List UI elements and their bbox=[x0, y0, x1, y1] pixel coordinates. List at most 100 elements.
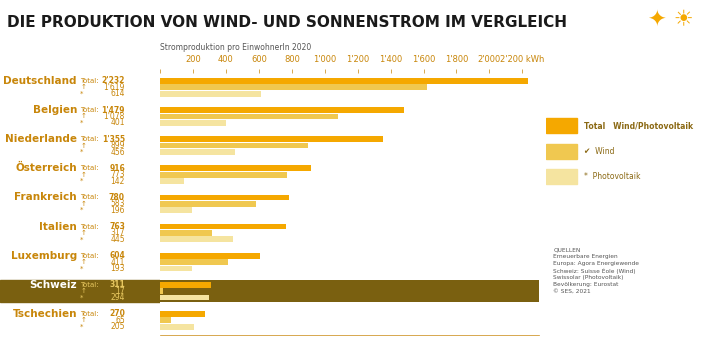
Text: Total:: Total: bbox=[80, 282, 99, 288]
Text: Total:: Total: bbox=[80, 107, 99, 113]
Text: 401: 401 bbox=[111, 118, 125, 127]
Text: Total:: Total: bbox=[80, 136, 99, 142]
Text: 205: 205 bbox=[111, 322, 125, 331]
Text: *: * bbox=[80, 149, 84, 155]
Bar bbox=[160, 136, 383, 142]
Bar bbox=[160, 120, 226, 126]
Text: Total:: Total: bbox=[80, 165, 99, 171]
Text: *  Photovoltaik: * Photovoltaik bbox=[585, 172, 641, 181]
Bar bbox=[160, 178, 183, 184]
Bar bbox=[160, 143, 308, 149]
Text: Italien: Italien bbox=[39, 222, 77, 232]
Bar bbox=[160, 201, 256, 207]
Bar bbox=[160, 230, 213, 236]
Text: Luxemburg: Luxemburg bbox=[11, 251, 77, 261]
Bar bbox=[160, 223, 286, 229]
Text: 1'078: 1'078 bbox=[103, 112, 125, 121]
Text: 17: 17 bbox=[115, 287, 125, 296]
Bar bbox=[160, 78, 528, 84]
Text: Total   Wind/Photovoltaik: Total Wind/Photovoltaik bbox=[585, 121, 694, 130]
Text: *: * bbox=[80, 265, 84, 272]
Text: Tschechien: Tschechien bbox=[12, 309, 77, 319]
Bar bbox=[160, 91, 261, 97]
Text: *: * bbox=[80, 236, 84, 242]
Text: Stromproduktion pro EinwohnerIn 2020: Stromproduktion pro EinwohnerIn 2020 bbox=[160, 43, 312, 52]
Text: ✔  Wind: ✔ Wind bbox=[585, 147, 615, 156]
Text: ✦ ☀: ✦ ☀ bbox=[648, 11, 694, 31]
Text: 270: 270 bbox=[109, 309, 125, 318]
Text: 1'619: 1'619 bbox=[103, 83, 125, 92]
Text: 317: 317 bbox=[111, 229, 125, 237]
Text: 411: 411 bbox=[111, 258, 125, 266]
Bar bbox=[160, 207, 192, 213]
Text: ↑: ↑ bbox=[80, 84, 86, 90]
Text: 916: 916 bbox=[109, 164, 125, 173]
Text: Deutschland: Deutschland bbox=[4, 76, 77, 86]
Bar bbox=[160, 165, 311, 171]
Text: Frankreich: Frankreich bbox=[15, 193, 77, 202]
Bar bbox=[160, 237, 234, 242]
Bar bbox=[160, 288, 163, 294]
Text: 445: 445 bbox=[111, 235, 125, 244]
Text: QUELLEN
Erneuerbare Energien
Europa: Agora Energiewende
Schweiz: Suisse Éole (Wi: QUELLEN Erneuerbare Energien Europa: Ago… bbox=[553, 248, 639, 294]
Text: 142: 142 bbox=[111, 177, 125, 186]
Text: ↑: ↑ bbox=[80, 259, 86, 265]
Text: *: * bbox=[80, 294, 84, 301]
Text: ↑: ↑ bbox=[80, 317, 86, 323]
Text: *: * bbox=[80, 120, 84, 126]
Text: 763: 763 bbox=[109, 222, 125, 231]
Text: 294: 294 bbox=[111, 293, 125, 302]
Text: Niederlande: Niederlande bbox=[5, 134, 77, 144]
Bar bbox=[160, 324, 194, 330]
Text: 1'355: 1'355 bbox=[102, 135, 125, 144]
Text: *: * bbox=[80, 207, 84, 213]
Text: ↑: ↑ bbox=[80, 201, 86, 207]
Text: 2'232: 2'232 bbox=[101, 76, 125, 86]
Text: 193: 193 bbox=[111, 264, 125, 273]
Text: ↑: ↑ bbox=[80, 114, 86, 119]
Text: *: * bbox=[80, 324, 84, 330]
Text: Belgien: Belgien bbox=[33, 105, 77, 115]
Bar bbox=[160, 172, 288, 178]
Text: ↑: ↑ bbox=[80, 288, 86, 294]
Text: *: * bbox=[80, 91, 84, 97]
Text: 583: 583 bbox=[111, 199, 125, 208]
Bar bbox=[160, 282, 211, 288]
Text: Total:: Total: bbox=[80, 78, 99, 84]
Text: 65: 65 bbox=[115, 316, 125, 325]
Bar bbox=[152, 280, 728, 302]
Text: Österreich: Österreich bbox=[15, 163, 77, 173]
Text: 456: 456 bbox=[111, 147, 125, 157]
Text: Total:: Total: bbox=[80, 194, 99, 201]
Bar bbox=[160, 253, 260, 258]
Bar bbox=[160, 259, 228, 265]
Text: ↑: ↑ bbox=[80, 143, 86, 149]
Bar bbox=[546, 118, 577, 133]
Text: 1'479: 1'479 bbox=[101, 106, 125, 115]
Text: 311: 311 bbox=[109, 280, 125, 289]
Text: Total:: Total: bbox=[80, 311, 99, 317]
Text: ↑: ↑ bbox=[80, 230, 86, 236]
Text: 196: 196 bbox=[111, 206, 125, 215]
Bar bbox=[160, 114, 338, 119]
Bar bbox=[160, 194, 288, 200]
Text: SES: SES bbox=[613, 309, 654, 328]
Text: 604: 604 bbox=[109, 251, 125, 260]
Text: DIE PRODUKTION VON WIND- UND SONNENSTROM IM VERGLEICH: DIE PRODUKTION VON WIND- UND SONNENSTROM… bbox=[7, 15, 567, 29]
Text: 780: 780 bbox=[109, 193, 125, 202]
Bar bbox=[160, 149, 235, 155]
Text: 773: 773 bbox=[111, 170, 125, 179]
Bar bbox=[160, 266, 192, 272]
Text: energiestiftung.ch: energiestiftung.ch bbox=[601, 339, 665, 345]
Text: 899: 899 bbox=[111, 141, 125, 150]
Bar bbox=[546, 169, 577, 184]
Text: *: * bbox=[80, 178, 84, 184]
Text: ↑: ↑ bbox=[80, 172, 86, 178]
Bar bbox=[160, 311, 205, 317]
Text: 614: 614 bbox=[111, 89, 125, 98]
Bar bbox=[160, 317, 171, 323]
Text: Total:: Total: bbox=[80, 253, 99, 259]
Text: Total:: Total: bbox=[80, 223, 99, 230]
Bar bbox=[160, 107, 403, 113]
Bar bbox=[0, 280, 160, 302]
